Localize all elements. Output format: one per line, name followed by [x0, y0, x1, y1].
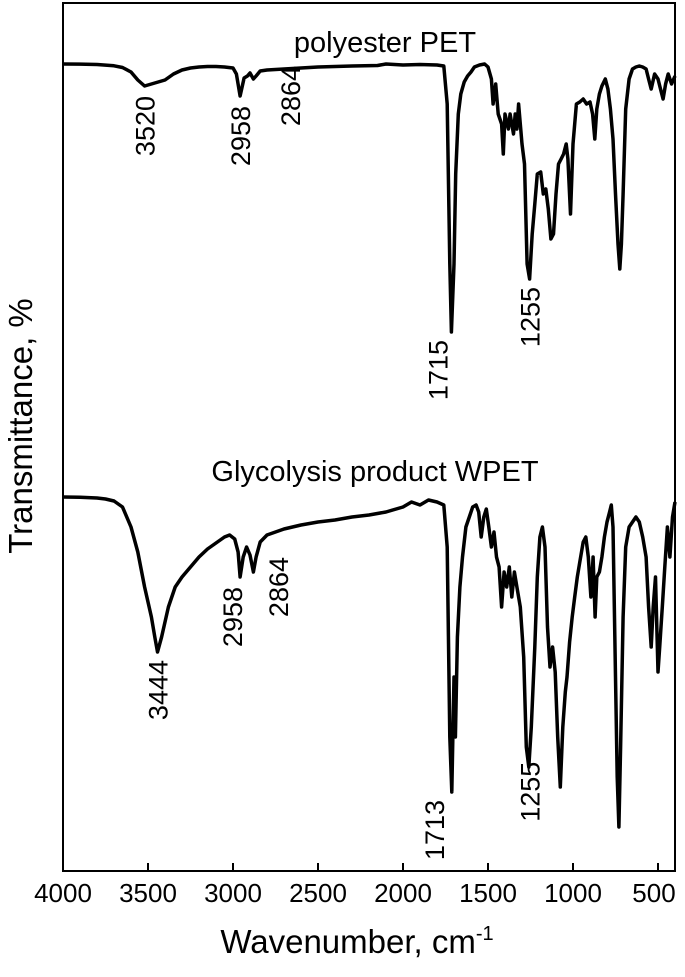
- x-tick-label-2500: 2500: [289, 878, 347, 908]
- series-label-pet: polyester PET: [294, 27, 476, 59]
- x-tick-label-3500: 3500: [119, 878, 177, 908]
- x-tick-label-4000: 4000: [34, 878, 92, 908]
- peak-label-wpet-3444: 3444: [144, 660, 174, 720]
- peak-label-pet-3520: 3520: [131, 96, 161, 156]
- y-axis-title: Transmittance, %: [2, 298, 39, 554]
- x-tick-label-1500: 1500: [459, 878, 517, 908]
- peak-label-wpet-1255: 1255: [516, 762, 546, 822]
- peak-label-wpet-2864: 2864: [264, 557, 294, 617]
- x-axis-title-superscript: -1: [476, 923, 494, 945]
- peak-label-pet-2958: 2958: [226, 106, 256, 166]
- plot-area-border: [62, 2, 676, 872]
- x-tick-label-3000: 3000: [204, 878, 262, 908]
- series-labels: polyester PET Glycolysis product WPET: [211, 27, 538, 488]
- x-axis-title-text: Wavenumber, cm: [220, 923, 476, 960]
- plot-frame: [62, 2, 676, 872]
- series-line-pet: [62, 62, 677, 334]
- peak-label-pet-1255: 1255: [516, 287, 546, 347]
- series-layer: [62, 62, 677, 829]
- peak-annotations: 3520 2958 2864 1715 1255 3444 2958 2864 1713 1255: [131, 66, 546, 860]
- series-line-wpet: [62, 495, 677, 829]
- x-axis-title: Wavenumber, cm-1: [220, 923, 493, 960]
- peak-label-pet-1715: 1715: [423, 340, 453, 400]
- x-axis-ticks: 4000 3500 3000 2500 2000 1500 1000 500: [34, 863, 676, 908]
- peak-label-pet-2864: 2864: [276, 66, 306, 126]
- peak-label-wpet-1713: 1713: [420, 800, 450, 860]
- x-tick-label-2000: 2000: [374, 878, 432, 908]
- peak-label-wpet-2958: 2958: [218, 587, 248, 647]
- x-tick-label-1000: 1000: [544, 878, 602, 908]
- x-tick-label-500: 500: [632, 878, 675, 908]
- series-label-wpet: Glycolysis product WPET: [211, 456, 538, 488]
